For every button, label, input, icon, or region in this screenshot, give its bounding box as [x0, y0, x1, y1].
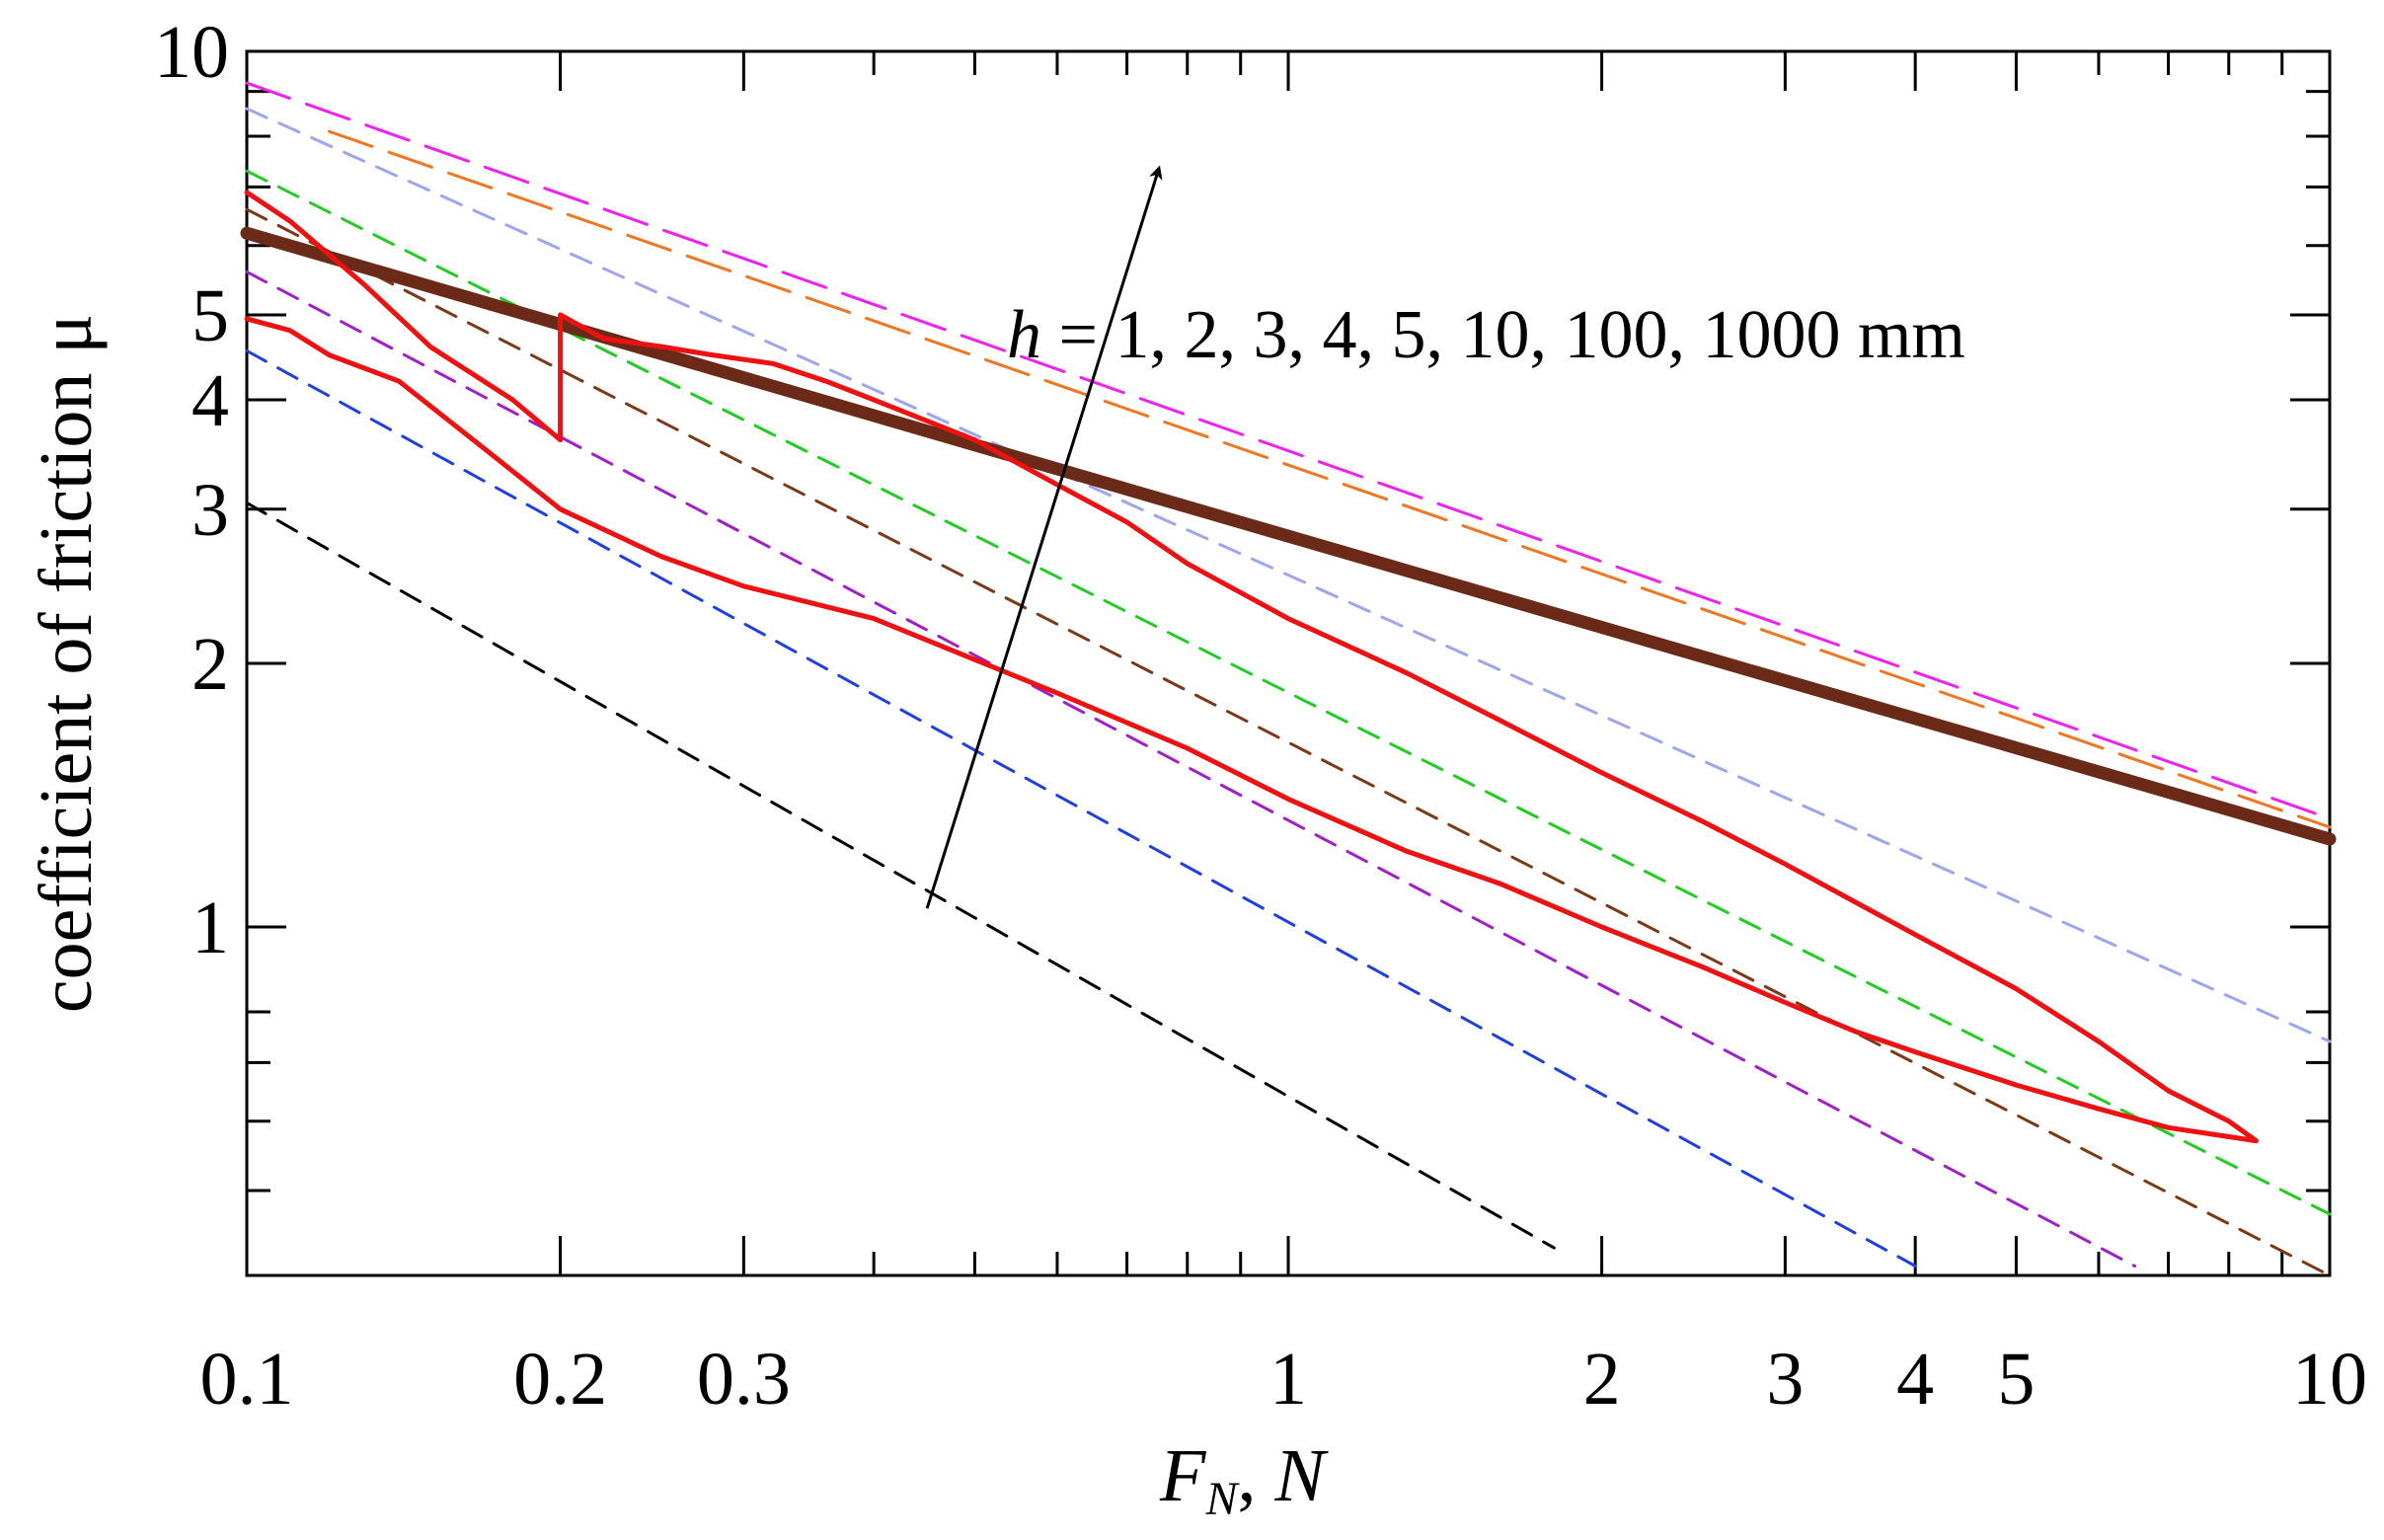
x-tick-label: 2: [1583, 1338, 1621, 1421]
h-values-text: = 1, 2, 3, 4, 5, 10, 100, 1000 mm: [1041, 297, 1965, 373]
y-axis-title: coefficient of friction μ: [25, 314, 108, 1013]
plot-frame: [245, 49, 2332, 1277]
y-tick-label: 3: [192, 469, 229, 552]
x-axis-title: FN, N: [1159, 1434, 1329, 1525]
x-tick-label: 10: [2292, 1338, 2367, 1421]
h-symbol: h: [1007, 297, 1041, 373]
y-tick-label: 1: [192, 886, 229, 969]
series-h-10-mm: [245, 107, 2332, 1043]
series-h-3-mm: [245, 270, 2137, 1268]
x-tick-label: 3: [1766, 1338, 1804, 1421]
increasing-h-arrow: [925, 165, 1163, 909]
x-tick-label: 4: [1896, 1338, 1934, 1421]
y-tick-label: 4: [192, 359, 229, 442]
x-tick-label: 0.3: [697, 1338, 791, 1421]
series-h-100-mm: [328, 129, 2332, 829]
x-tick-label: 5: [1997, 1338, 2035, 1421]
h-values-annotation: h = 1, 2, 3, 4, 5, 10, 100, 1000 mm: [1007, 297, 1965, 373]
series-h-4-mm: [245, 207, 2332, 1277]
y-tick-label: 10: [154, 11, 229, 94]
series-layer: [240, 81, 2337, 1277]
y-tick-label: 5: [192, 274, 229, 357]
x-tick-label: 1: [1269, 1338, 1307, 1421]
x-tick-label: 0.1: [200, 1338, 294, 1421]
series-h-1-mm: [245, 500, 1556, 1250]
series-h-2-mm: [245, 348, 1917, 1268]
y-tick-label: 2: [192, 623, 229, 706]
x-tick-label: 0.2: [513, 1338, 607, 1421]
series-measured: [244, 190, 2259, 1144]
series-h-5-mm: [245, 169, 2332, 1216]
series-h-1000-mm: [245, 81, 2332, 820]
annotation-layer: h = 1, 2, 3, 4, 5, 10, 100, 1000 mm: [925, 165, 1965, 909]
